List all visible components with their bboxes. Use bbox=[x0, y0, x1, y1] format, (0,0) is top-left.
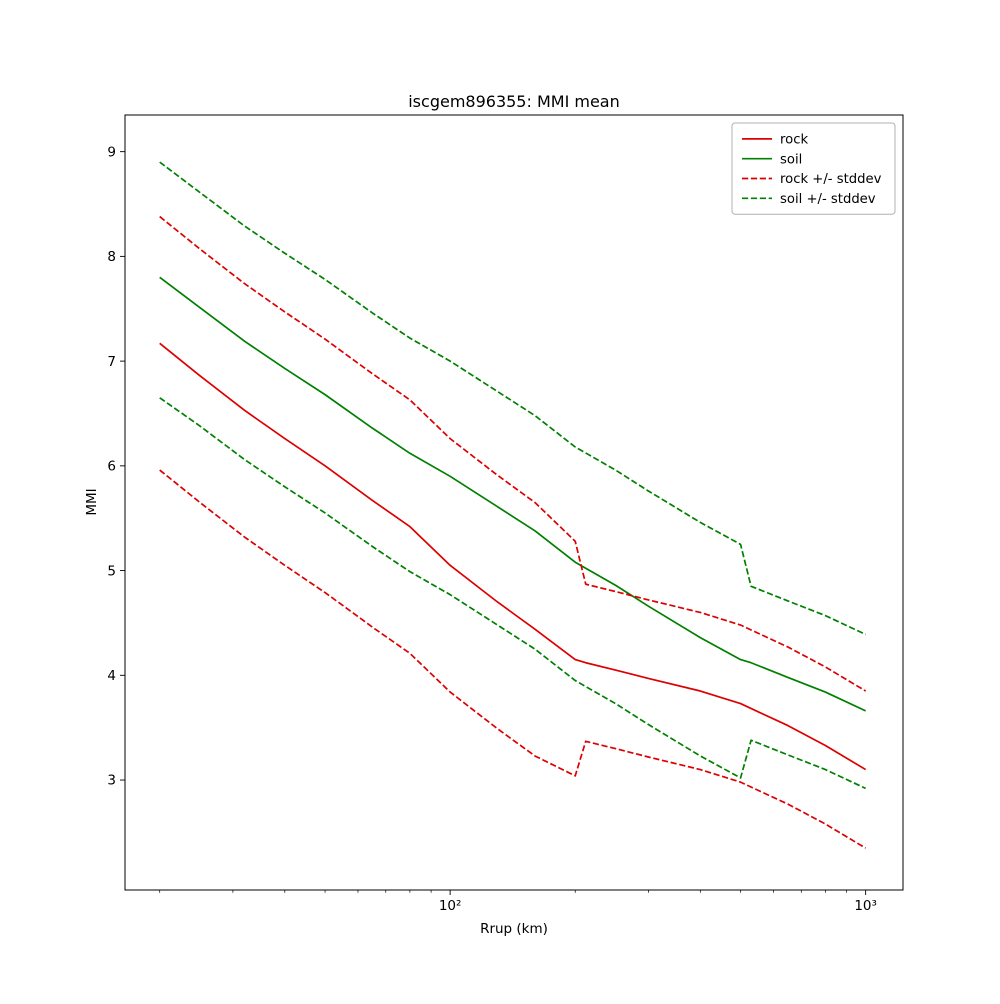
legend-entry-label: rock +/- stddev bbox=[780, 172, 882, 187]
series-line-soil-minus-stddev bbox=[159, 397, 867, 790]
x-tick-label: 10³ bbox=[854, 898, 877, 914]
x-tick-label: 10² bbox=[439, 898, 462, 914]
legend-entry-label: rock bbox=[780, 133, 808, 148]
legend: rock soil rock +/- stddev soil +/- stddev bbox=[731, 122, 896, 215]
y-tick-label: 5 bbox=[107, 563, 116, 579]
y-tick-label: 4 bbox=[107, 668, 116, 684]
y-tick-label: 9 bbox=[107, 144, 116, 160]
plot-frame bbox=[124, 114, 904, 891]
x-axis-label: Rrup (km) bbox=[480, 921, 548, 937]
legend-entry: rock +/- stddev bbox=[742, 172, 882, 187]
y-axis-label: MMI bbox=[84, 488, 100, 515]
series-line-rock-minus-stddev bbox=[159, 469, 867, 849]
legend-box bbox=[731, 122, 896, 215]
series-line-rock bbox=[159, 342, 867, 771]
legend-entry-label: soil +/- stddev bbox=[780, 192, 876, 207]
legend-entry: rock bbox=[742, 133, 808, 148]
y-tick-label: 3 bbox=[107, 773, 116, 789]
chart-title: iscgem896355: MMI mean bbox=[408, 92, 620, 111]
series-line-rock-plus-stddev bbox=[159, 215, 867, 692]
legend-entry-label: soil bbox=[780, 152, 802, 167]
y-tick-label: 7 bbox=[107, 354, 116, 370]
legend-entry: soil +/- stddev bbox=[742, 192, 876, 207]
legend-entry: soil bbox=[742, 152, 802, 167]
series-line-soil bbox=[159, 276, 867, 712]
y-tick-label: 8 bbox=[107, 249, 116, 265]
y-tick-label: 6 bbox=[107, 459, 116, 475]
series-line-soil-plus-stddev bbox=[159, 161, 867, 636]
